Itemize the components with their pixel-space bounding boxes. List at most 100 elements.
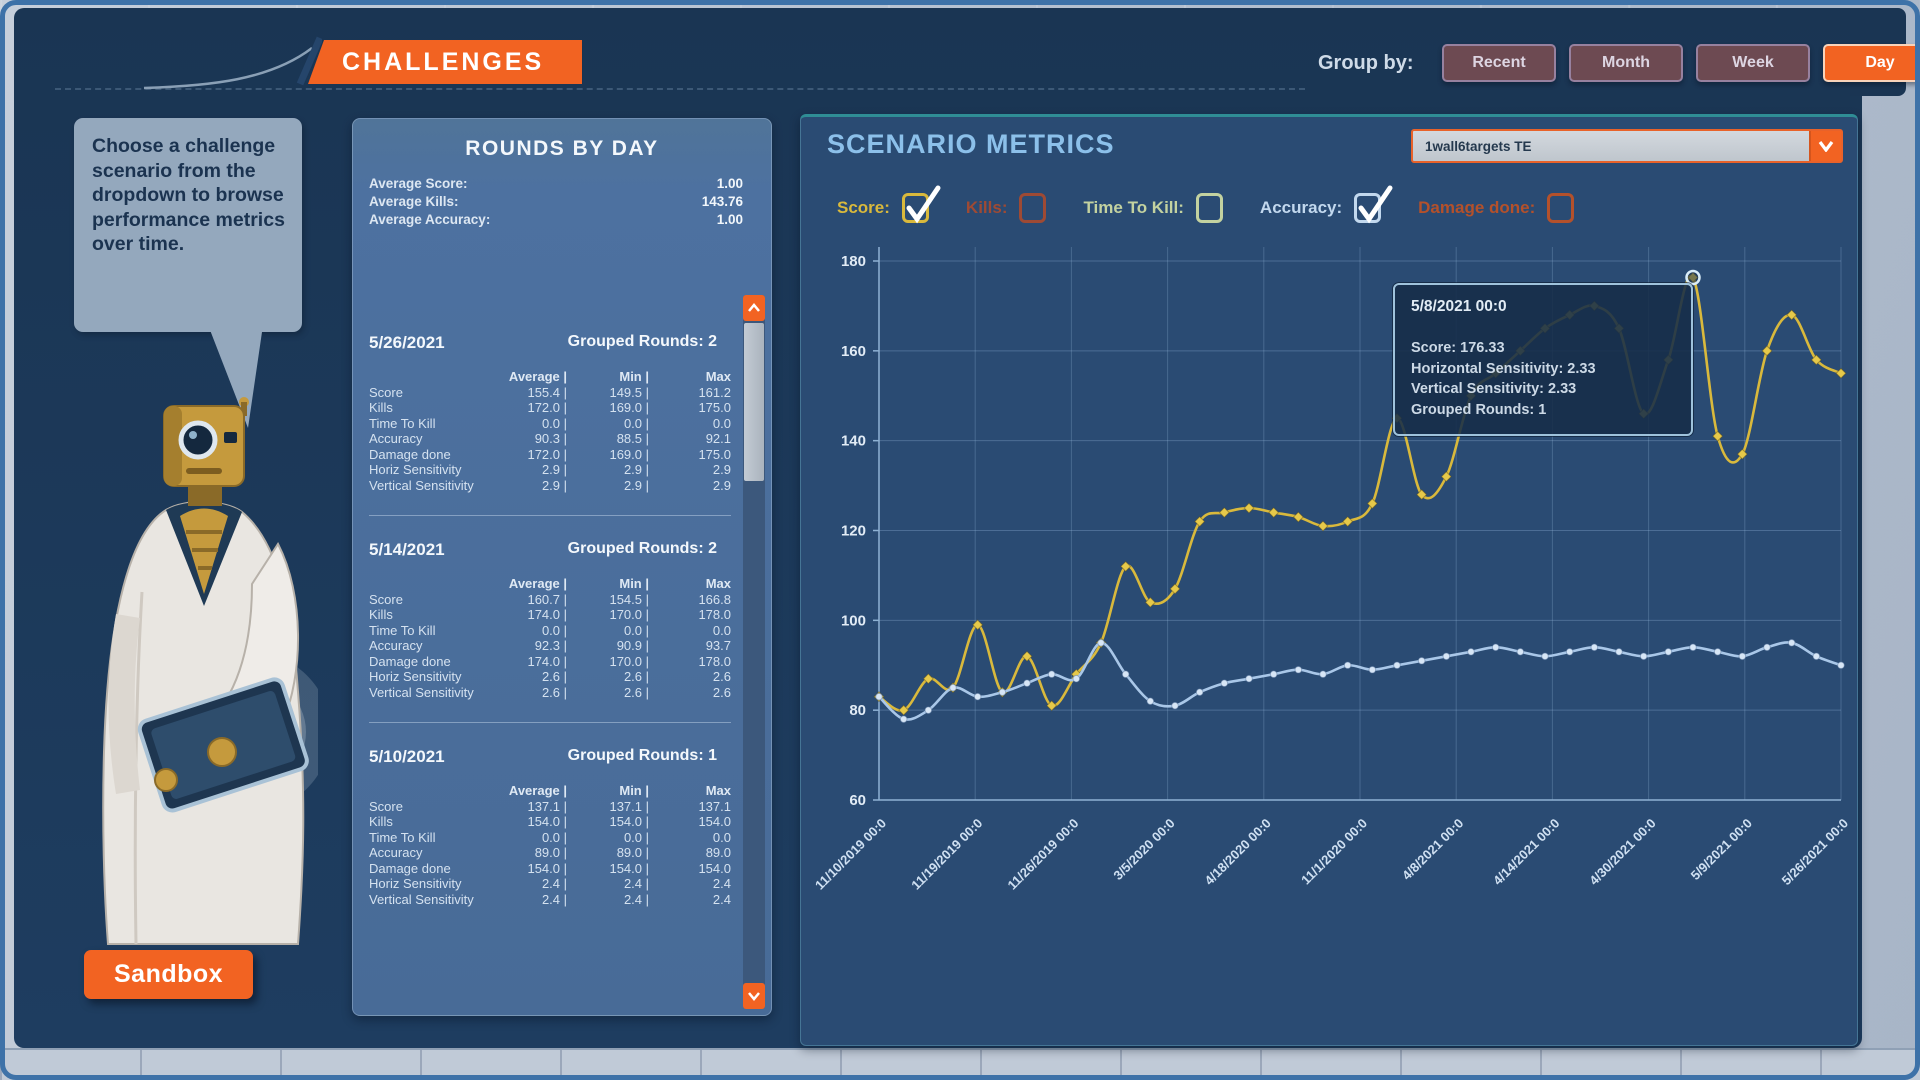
accuracy-data-point <box>1787 638 1796 647</box>
kills-toggle[interactable]: Kills: <box>966 193 1047 223</box>
table-row: Score 137.1 | 137.1 | 137.1 <box>369 799 731 815</box>
accuracy-data-point <box>1689 643 1697 652</box>
metric-value: 137.1 | <box>609 798 649 814</box>
accuracy-data-point <box>1195 688 1204 697</box>
score-data-point <box>1144 596 1156 608</box>
accuracy-data-point <box>1343 661 1352 670</box>
metric-value: 154.0 <box>698 814 731 829</box>
metric-value: 0.0 | <box>541 622 567 638</box>
table-header-row: Average | Min | Max <box>369 783 731 799</box>
accuracy-data-point <box>1565 647 1574 656</box>
kills-checkbox[interactable] <box>1019 193 1047 223</box>
x-axis-label: 5/26/2021 00:0 <box>1779 816 1851 888</box>
metric-label: Vertical Sensitivity <box>369 891 474 907</box>
metric-label: Damage done <box>369 653 451 669</box>
chevron-up-icon <box>748 303 760 312</box>
average-kills-value: 143.76 <box>701 194 743 209</box>
accuracy-toggle[interactable]: Accuracy: <box>1260 185 1393 224</box>
time-to-kill-toggle[interactable]: Time To Kill: <box>1083 193 1223 223</box>
scrollbar-thumb[interactable] <box>744 323 764 481</box>
score-data-point <box>1194 516 1206 528</box>
tooltip-horizontal-sensitivity: Horizontal Sensitivity: 2.33 <box>1411 360 1596 377</box>
group-by-day-button[interactable]: Day <box>1823 44 1920 82</box>
score-data-point <box>1416 489 1428 501</box>
damage-done-toggle[interactable]: Damage done: <box>1418 193 1575 223</box>
group-date: 5/10/2021 <box>369 747 445 766</box>
score-data-point <box>1342 516 1354 528</box>
metric-value: 2.4 | <box>623 876 649 891</box>
chevron-down-icon <box>1818 141 1834 152</box>
average-score-value: 1.00 <box>716 176 743 191</box>
scroll-up-button[interactable] <box>743 295 765 321</box>
accuracy-data-point <box>973 692 982 701</box>
group-date: 5/26/2021 <box>369 333 445 352</box>
accuracy-data-point <box>1812 652 1821 661</box>
accuracy-data-point <box>1171 701 1179 710</box>
score-checkbox[interactable] <box>901 185 941 224</box>
metric-value: 178.0 <box>698 607 731 622</box>
metric-label: Time To Kill <box>369 622 436 638</box>
metric-value: 2.6 | <box>623 684 649 700</box>
metric-label: Kills <box>369 400 393 415</box>
score-data-point <box>1810 354 1822 366</box>
metric-value: 0.0 <box>712 415 731 431</box>
scroll-down-button[interactable] <box>743 983 765 1009</box>
metric-value: 137.1 <box>698 798 731 814</box>
metric-label: Horiz Sensitivity <box>369 462 462 477</box>
metric-label: Vertical Sensitivity <box>369 477 474 493</box>
score-toggle[interactable]: Score: <box>837 185 941 224</box>
metric-value: 154.5 | <box>609 591 649 607</box>
metric-value: 166.8 <box>698 591 731 607</box>
y-axis-label: 180 <box>841 253 866 270</box>
table-row: Horiz Sensitivity 2.9 | 2.9 | 2.9 <box>369 462 731 478</box>
metric-value: 137.1 | <box>527 798 567 814</box>
scenario-metrics-chart[interactable]: 60 80 100 120 140 160 180 11/10/2019 00:0 11/19/… <box>801 117 1859 1049</box>
metric-label: Score <box>369 384 403 400</box>
x-axis-label: 4/14/2021 00:0 <box>1490 816 1562 888</box>
table-row: Damage done 154.0 | 154.0 | 154.0 <box>369 861 731 877</box>
score-data-point <box>1292 511 1304 523</box>
accuracy-data-point <box>1319 670 1327 679</box>
group-by-recent-button[interactable]: Recent <box>1442 44 1556 82</box>
accuracy-data-point <box>1294 665 1303 674</box>
group-rounds-count: Grouped Rounds: 2 <box>567 333 717 350</box>
score-data-point <box>1218 507 1230 519</box>
metric-value: 0.0 | <box>623 829 649 845</box>
column-header: Min | <box>619 369 649 384</box>
tooltip-score: Score: 176.33 <box>1411 340 1505 356</box>
group-by-buttons: Recent Month Week Day <box>1442 44 1920 82</box>
sandbox-button[interactable]: Sandbox <box>84 950 254 999</box>
group-by-month-button[interactable]: Month <box>1569 44 1683 82</box>
average-accuracy-label: Average Accuracy: <box>369 212 491 227</box>
metric-value: 2.6 | <box>541 669 567 684</box>
metric-value: 172.0 | <box>527 446 567 462</box>
time-to-kill-checkbox[interactable] <box>1195 193 1223 223</box>
table-row: Time To Kill 0.0 | 0.0 | 0.0 <box>369 623 731 639</box>
score-data-point <box>1243 502 1255 514</box>
scenario-dropdown[interactable]: 1wall6targets TE <box>1411 129 1843 163</box>
accuracy-data-point <box>1541 652 1549 661</box>
accuracy-data-point <box>1491 643 1500 652</box>
score-data-point <box>1268 507 1280 519</box>
column-header: Max <box>705 369 731 384</box>
metric-value: 174.0 | <box>527 653 567 669</box>
metric-value: 89.0 <box>705 845 731 860</box>
tab-corner-accent <box>296 36 322 86</box>
metric-value: 2.9 <box>712 477 731 493</box>
metric-value: 2.9 | <box>541 462 567 477</box>
group-by-week-button[interactable]: Week <box>1696 44 1810 82</box>
metric-value: 2.4 | <box>623 891 649 907</box>
rounds-panel-title: ROUNDS BY DAY <box>465 137 659 160</box>
damage-done-checkbox[interactable] <box>1547 193 1575 223</box>
score-data-point <box>1366 498 1378 510</box>
metric-value: 2.9 | <box>541 477 567 493</box>
x-axis-label: 11/26/2019 00:0 <box>1004 816 1081 893</box>
rounds-scrollbar[interactable] <box>743 295 765 1009</box>
dropdown-expand-button[interactable] <box>1809 131 1841 161</box>
metric-value: 175.0 <box>698 446 731 462</box>
accuracy-checkbox[interactable] <box>1354 185 1393 224</box>
accuracy-line <box>878 641 1842 721</box>
accuracy-data-point <box>1023 679 1031 688</box>
speech-bubble-tail <box>210 330 262 428</box>
metric-value: 88.5 | <box>616 431 649 446</box>
